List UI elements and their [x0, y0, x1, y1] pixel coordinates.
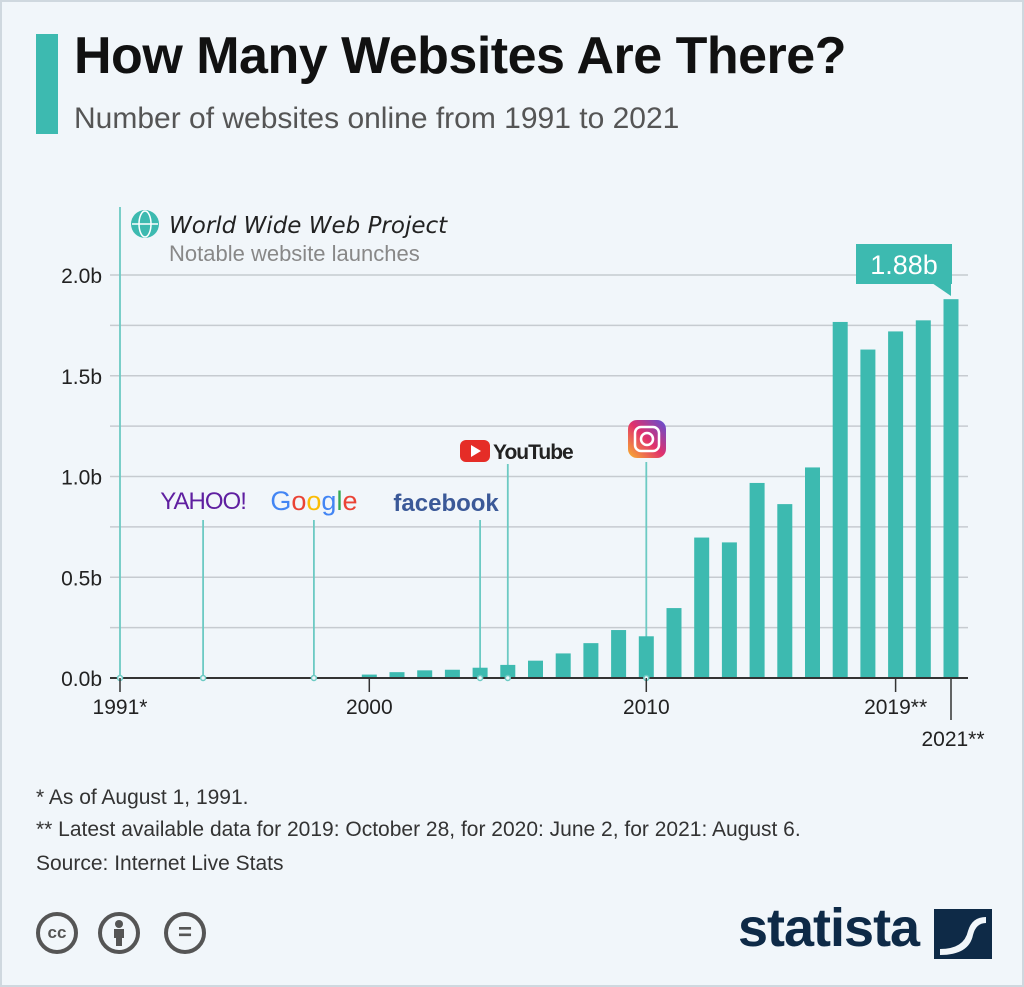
- value-callout-label: 1.88b: [870, 250, 938, 280]
- bar-2020: [915, 320, 931, 678]
- annotation-marker: [310, 674, 318, 682]
- bar-2015: [777, 504, 793, 678]
- bar-chart: 0.0b 0.5b 1.0b 1.5b 2.0b 1991* 2000 2010 2019** 2…: [61, 207, 985, 751]
- page-title: How Many Websites Are There?: [74, 27, 846, 85]
- annotation-marker: [504, 674, 512, 682]
- subtitle: Number of websites online from 1991 to 2…: [74, 102, 680, 135]
- bar-2019: [888, 331, 904, 678]
- bar-2004: [472, 667, 488, 678]
- source-note: Source: Internet Live Stats: [36, 852, 284, 875]
- bar-2006: [528, 660, 543, 678]
- bar-2016: [805, 467, 820, 678]
- value-callout-pointer: [932, 283, 951, 296]
- instagram-icon-frame: [633, 425, 661, 453]
- x-tick-label: 1991*: [93, 696, 148, 719]
- value-callout-box: [856, 244, 952, 284]
- bar-2021: [943, 299, 959, 678]
- x-tick-label: 2010: [623, 696, 670, 719]
- bar-2007: [555, 653, 571, 678]
- statista-logo-icon: [934, 909, 992, 959]
- yahoo-logo: YAHOO!: [160, 488, 246, 515]
- footnote-2: ** Latest available data for 2019: Octob…: [36, 818, 801, 841]
- instagram-icon-lens: [639, 431, 655, 447]
- footnote-1: * As of August 1, 1991.: [36, 786, 249, 809]
- no-derivatives-icon[interactable]: =: [164, 912, 206, 954]
- google-logo: Google: [270, 486, 357, 516]
- x-tick-label: 2000: [346, 696, 393, 719]
- bar-2002: [417, 670, 433, 678]
- bar-2009: [611, 630, 627, 678]
- bar-2012: [694, 537, 710, 678]
- y-tick-label: 2.0b: [61, 265, 102, 288]
- bar-2005: [500, 664, 516, 678]
- youtube-play-icon: [471, 445, 481, 457]
- bar-2013: [721, 542, 737, 678]
- bar-2010: [638, 636, 654, 678]
- x-tick-label: 2019**: [864, 696, 927, 719]
- statista-logo-text[interactable]: statista: [738, 898, 920, 958]
- annotation-marker: [476, 674, 484, 682]
- youtube-logo: YouTube: [493, 441, 573, 464]
- legend-www: World Wide Web Project: [169, 213, 448, 239]
- x-tick-label: 2021**: [921, 728, 984, 751]
- facebook-logo: facebook: [393, 490, 499, 517]
- bar-2018: [860, 349, 876, 678]
- bar-2008: [583, 643, 599, 678]
- bar-2017: [832, 321, 848, 678]
- bar-2014: [749, 482, 765, 678]
- y-tick-label: 1.0b: [61, 467, 102, 490]
- y-tick-label: 1.5b: [61, 366, 102, 389]
- bar-2011: [666, 608, 682, 678]
- creative-commons-icon[interactable]: cc: [36, 912, 78, 954]
- annotation-marker: [199, 674, 207, 682]
- instagram-icon: [628, 420, 666, 458]
- bar-2003: [444, 669, 460, 678]
- y-tick-label: 0.0b: [61, 668, 102, 691]
- attribution-icon[interactable]: [98, 912, 140, 954]
- bar-2000: [361, 674, 377, 678]
- legend-notable-launches: Notable website launches: [169, 241, 420, 266]
- bar-2001: [389, 672, 405, 678]
- title-accent-bar: [36, 34, 58, 134]
- y-tick-label: 0.5b: [61, 567, 102, 590]
